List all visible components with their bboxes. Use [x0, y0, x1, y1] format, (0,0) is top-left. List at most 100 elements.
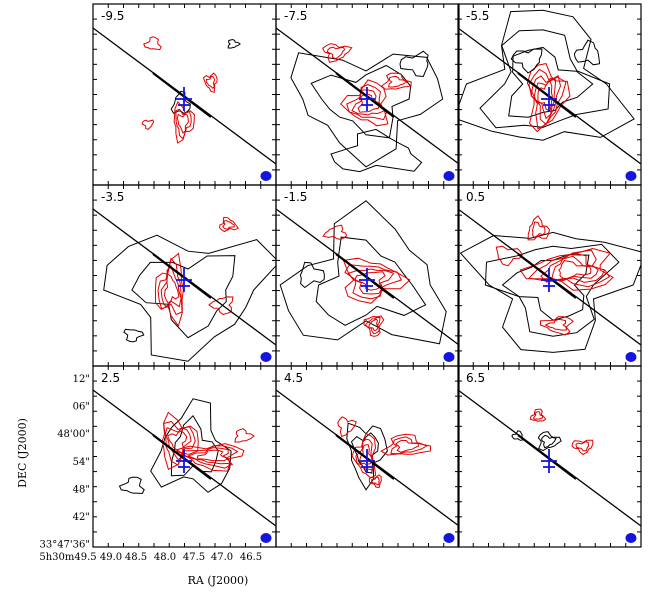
outflow-axis-segment — [335, 253, 395, 299]
black-contour — [290, 52, 444, 168]
ra-tick-label: 48.0 — [154, 552, 176, 563]
channel-panel: -3.5 — [92, 184, 277, 367]
outflow-axis-segment — [517, 72, 577, 118]
dec-tick-label: 48'00" — [57, 429, 90, 440]
red-contour — [164, 427, 192, 461]
red-contour — [160, 265, 182, 308]
cross-icon — [541, 449, 557, 473]
black-contour — [541, 434, 557, 449]
x-axis-title: RA (J2000) — [188, 574, 249, 587]
red-contour — [519, 247, 614, 291]
channel-panel: 6.5 — [457, 365, 642, 548]
black-contour — [479, 29, 611, 129]
red-contour — [141, 119, 155, 130]
contour-layer — [276, 389, 459, 527]
red-contour — [234, 428, 255, 443]
channel-panel: -7.5 — [275, 3, 460, 186]
dec-tick-label: 42" — [73, 512, 90, 523]
red-contour — [186, 447, 231, 465]
outflow-axis-segment — [517, 253, 577, 299]
ra-tick-label: 46.5 — [240, 552, 262, 563]
black-contour — [150, 398, 232, 493]
velocity-label: 4.5 — [284, 371, 303, 385]
velocity-label: -9.5 — [101, 9, 124, 23]
black-contour — [458, 9, 635, 141]
black-contour — [315, 236, 427, 326]
ra-tick-label: 47.0 — [211, 552, 233, 563]
contour-layer — [458, 208, 641, 353]
red-contour — [395, 440, 420, 453]
ra-tick-label: 48.5 — [125, 552, 147, 563]
velocity-label: 0.5 — [466, 190, 485, 204]
red-contour — [495, 245, 523, 267]
ra-tick-labels: 5h30m49.5 49.0 48.5 48.0 47.5 47.0 46.5 — [39, 552, 262, 563]
red-contour — [363, 315, 385, 337]
filled-ellipse-icon — [443, 352, 455, 362]
red-contour — [532, 411, 544, 420]
black-contour — [511, 430, 524, 441]
red-contour — [175, 108, 192, 140]
red-contour — [354, 271, 386, 291]
outflow-axis-segment — [152, 434, 212, 480]
channel-panel: -9.5 — [92, 3, 277, 186]
cross-icon — [359, 449, 375, 473]
ra-tick-label: 5h30m49.5 — [39, 552, 96, 563]
velocity-label: -5.5 — [466, 9, 489, 23]
black-contour — [508, 46, 594, 118]
red-contour — [154, 252, 184, 328]
dec-tick-label: 12" — [73, 374, 90, 385]
black-contour — [346, 422, 388, 491]
outflow-axis-segment — [517, 434, 577, 480]
red-contour — [196, 449, 229, 462]
filled-ellipse-icon — [260, 533, 272, 543]
channel-panel: 4.5 — [275, 365, 460, 548]
filled-ellipse-icon — [625, 533, 637, 543]
cross-icon — [176, 449, 192, 473]
dec-tick-label: 06" — [73, 402, 90, 413]
dec-tick-label: 54" — [73, 457, 90, 468]
red-contour — [347, 268, 395, 295]
red-contour — [167, 430, 188, 454]
red-contour — [143, 36, 162, 51]
black-contour — [501, 254, 590, 321]
contour-layer — [458, 9, 641, 165]
velocity-label: -1.5 — [284, 190, 307, 204]
red-contour — [551, 255, 599, 282]
contour-layer — [276, 200, 459, 346]
outflow-axis-segment — [335, 434, 395, 480]
black-contour — [118, 476, 145, 495]
filled-ellipse-icon — [625, 171, 637, 181]
red-contour — [380, 72, 412, 90]
red-contour — [529, 408, 547, 422]
channel-panel: 2.5 — [92, 365, 277, 548]
cross-icon — [359, 268, 375, 292]
cross-icon — [359, 87, 375, 111]
dec-tick-labels: 12" 06" 48'00" 54" 48" 42" 33°47'36" — [39, 374, 90, 551]
red-contour — [390, 436, 428, 455]
velocity-label: -3.5 — [101, 190, 124, 204]
velocity-label: 2.5 — [101, 371, 120, 385]
filled-ellipse-icon — [443, 171, 455, 181]
contour-layer — [276, 27, 459, 173]
red-contour — [531, 221, 546, 239]
black-contour — [510, 48, 543, 74]
filled-ellipse-icon — [260, 171, 272, 181]
black-contour — [279, 200, 447, 345]
red-contour — [163, 273, 180, 305]
red-contour — [322, 43, 353, 63]
red-contour — [357, 93, 381, 113]
red-contour — [222, 219, 235, 230]
red-contour — [575, 440, 590, 452]
red-contour — [387, 75, 408, 88]
red-contour — [358, 444, 373, 466]
red-contour — [322, 224, 348, 241]
black-contour — [573, 39, 601, 66]
red-contour — [558, 260, 592, 280]
black-contour — [131, 255, 236, 339]
filled-ellipse-icon — [260, 352, 272, 362]
filled-ellipse-icon — [625, 352, 637, 362]
red-contour — [176, 113, 189, 134]
black-contour — [310, 64, 412, 139]
red-contour — [340, 79, 389, 127]
